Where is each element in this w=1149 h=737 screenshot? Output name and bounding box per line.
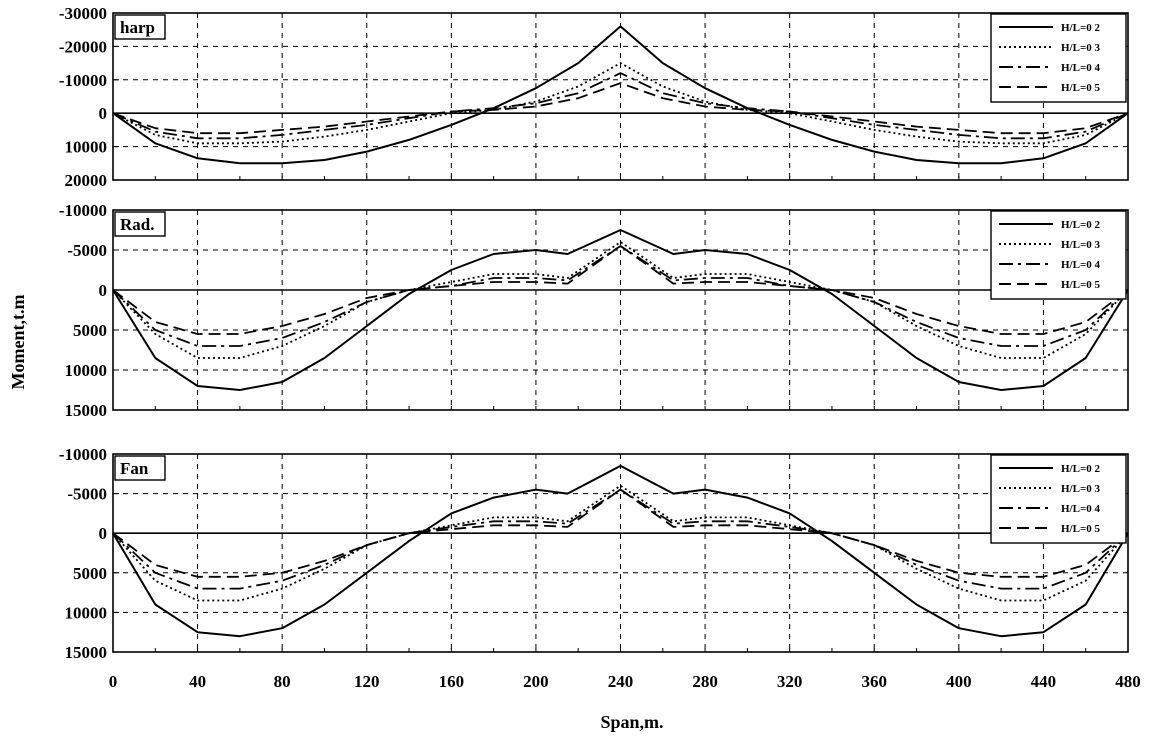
legend-label-3: H/L=0 4 (1061, 259, 1100, 271)
x-tick-label: 480 (1115, 672, 1141, 691)
legend-label-2: H/L=0 3 (1061, 483, 1100, 495)
legend-label-2: H/L=0 3 (1061, 42, 1100, 54)
y-tick-label: -30000 (59, 4, 107, 23)
legend-label-1: H/L=0 2 (1061, 22, 1100, 34)
legend-label-4: H/L=0 5 (1061, 82, 1100, 94)
legend-label-1: H/L=0 2 (1061, 219, 1100, 231)
y-tick-label: 0 (99, 524, 108, 543)
y-tick-label: 15000 (65, 401, 108, 420)
y-tick-label: 10000 (65, 361, 108, 380)
legend: H/L=0 2 H/L=0 3 H/L=0 4 H/L=0 5 (991, 455, 1126, 543)
y-tick-label: 0 (99, 281, 108, 300)
panel-1: -30000 -20000 -10000 0 10000 20000 harp H/L=0 2… (59, 4, 1128, 190)
legend: H/L=0 2 H/L=0 3 H/L=0 4 H/L=0 5 (991, 211, 1126, 299)
y-tick-label: 10000 (65, 603, 108, 622)
x-tick-label: 120 (354, 672, 380, 691)
y-tick-label: -20000 (59, 37, 107, 56)
y-tick-label: -10000 (59, 71, 107, 90)
legend-label-4: H/L=0 5 (1061, 523, 1100, 535)
y-axis-title: Moment,t.m (8, 295, 28, 390)
y-tick-label: 10000 (65, 138, 108, 157)
x-tick-label: 200 (523, 672, 549, 691)
x-tick-label: 320 (777, 672, 803, 691)
x-tick-label: 280 (692, 672, 718, 691)
panel-title: harp (120, 18, 155, 37)
x-tick-label: 40 (189, 672, 206, 691)
y-tick-label: -5000 (67, 241, 107, 260)
series-line-1 (113, 466, 1128, 636)
x-axis-title: Span,m. (600, 712, 663, 732)
y-tick-label: -10000 (59, 201, 107, 220)
panel-title-box: Fan (115, 456, 165, 480)
panel-title-box: harp (115, 15, 165, 39)
legend-label-4: H/L=0 5 (1061, 279, 1100, 291)
legend-label-1: H/L=0 2 (1061, 463, 1100, 475)
y-tick-label: 0 (99, 104, 108, 123)
y-tick-label: 15000 (65, 643, 108, 662)
legend-label-3: H/L=0 4 (1061, 62, 1100, 74)
y-tick-label: -5000 (67, 485, 107, 504)
y-tick-label: 5000 (73, 321, 107, 340)
panel-title: Rad. (120, 215, 154, 234)
x-tick-label: 360 (862, 672, 888, 691)
y-tick-label: -10000 (59, 445, 107, 464)
legend: H/L=0 2 H/L=0 3 H/L=0 4 H/L=0 5 (991, 14, 1126, 102)
x-tick-label: 400 (946, 672, 972, 691)
panel-frame (113, 454, 1128, 652)
x-tick-label: 0 (109, 672, 118, 691)
y-tick-label: 20000 (65, 171, 108, 190)
legend-label-3: H/L=0 4 (1061, 503, 1100, 515)
x-tick-label: 80 (274, 672, 291, 691)
x-tick-label: 240 (608, 672, 634, 691)
legend-label-2: H/L=0 3 (1061, 239, 1100, 251)
panel-title: Fan (120, 459, 149, 478)
panel-title-box: Rad. (115, 212, 165, 236)
y-tick-label: 5000 (73, 564, 107, 583)
x-tick-label: 160 (439, 672, 465, 691)
x-tick-label: 440 (1031, 672, 1057, 691)
